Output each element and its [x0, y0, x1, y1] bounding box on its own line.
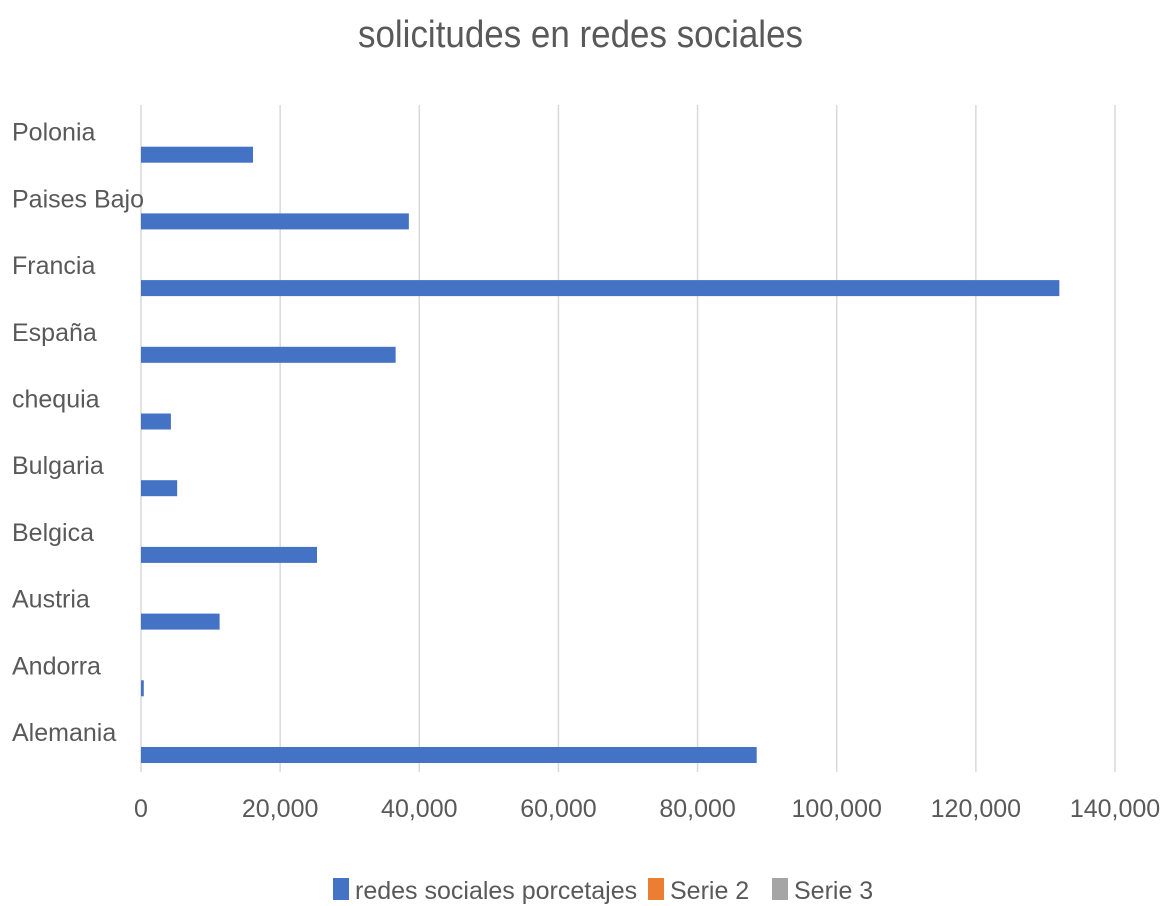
category-label: Belgica — [12, 519, 94, 547]
legend-label: redes sociales porcetajes — [355, 877, 637, 905]
legend-swatch — [333, 878, 349, 900]
bar — [141, 413, 171, 430]
legend: redes sociales porcetajes Serie 2 Serie 3 — [333, 877, 873, 905]
legend-label: Serie 3 — [794, 877, 873, 905]
bar — [141, 346, 396, 363]
gridlines — [140, 105, 1116, 772]
category-label: Bulgaria — [12, 452, 104, 480]
category-label: Francia — [12, 252, 95, 280]
category-label: Alemania — [12, 719, 116, 747]
x-tick-label: 140,000 — [1070, 795, 1160, 823]
legend-label: Serie 2 — [670, 877, 749, 905]
category-label: Austria — [12, 586, 90, 614]
x-tick-label: 60,000 — [520, 795, 596, 823]
x-tick-label: 80,000 — [659, 795, 735, 823]
bar — [141, 546, 318, 563]
bar — [141, 480, 178, 497]
chart-title: solicitudes en redes sociales — [357, 14, 803, 56]
bar — [141, 146, 254, 163]
bars — [141, 146, 1060, 763]
bar — [141, 280, 1060, 297]
x-tick-labels: 0 20,000 40,000 60,000 80,000 100,000 120,000 1… — [134, 795, 1160, 823]
x-tick-label: 120,000 — [931, 795, 1021, 823]
bar — [141, 213, 409, 230]
category-label: España — [12, 319, 97, 347]
legend-swatch — [772, 878, 788, 900]
category-label: chequia — [12, 386, 100, 414]
bar — [141, 747, 757, 763]
x-tick-label: 100,000 — [792, 795, 882, 823]
category-labels: Alemania Andorra Austria Belgica Bulgaria che… — [12, 119, 144, 747]
category-label: Andorra — [12, 652, 101, 680]
x-tick-label: 40,000 — [381, 795, 457, 823]
bar — [141, 680, 144, 697]
legend-swatch — [648, 878, 664, 900]
category-label: Polonia — [12, 119, 95, 147]
x-tick-label: 20,000 — [242, 795, 318, 823]
bar — [141, 613, 220, 630]
category-label: Paises Bajo — [12, 185, 144, 213]
x-tick-label: 0 — [134, 795, 148, 823]
